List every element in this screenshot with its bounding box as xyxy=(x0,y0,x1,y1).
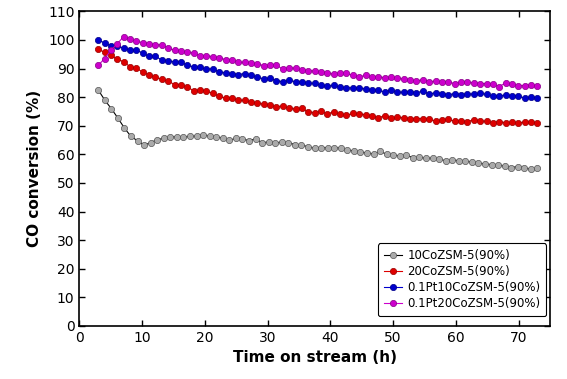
10CoZSM-5(90%) xyxy=(278,140,285,144)
0.1Pt10CoZSM-5(90%) xyxy=(471,92,477,97)
20CoZSM-5(90%) xyxy=(337,112,344,117)
Line: 0.1Pt20CoZSM-5(90%): 0.1Pt20CoZSM-5(90%) xyxy=(95,33,540,90)
0.1Pt10CoZSM-5(90%) xyxy=(152,54,159,59)
0.1Pt10CoZSM-5(90%) xyxy=(95,38,101,42)
0.1Pt10CoZSM-5(90%) xyxy=(337,85,344,89)
0.1Pt10CoZSM-5(90%) xyxy=(521,96,528,100)
20CoZSM-5(90%) xyxy=(464,119,471,124)
20CoZSM-5(90%) xyxy=(534,121,541,125)
10CoZSM-5(90%) xyxy=(193,134,200,138)
10CoZSM-5(90%) xyxy=(350,149,357,153)
10CoZSM-5(90%) xyxy=(344,148,351,152)
0.1Pt20CoZSM-5(90%) xyxy=(496,84,503,89)
0.1Pt10CoZSM-5(90%) xyxy=(197,65,204,70)
20CoZSM-5(90%) xyxy=(197,88,204,92)
Y-axis label: CO conversion (%): CO conversion (%) xyxy=(27,90,43,247)
0.1Pt20CoZSM-5(90%) xyxy=(235,60,242,64)
0.1Pt20CoZSM-5(90%) xyxy=(534,83,541,88)
20CoZSM-5(90%) xyxy=(471,117,477,122)
10CoZSM-5(90%) xyxy=(200,132,206,137)
0.1Pt20CoZSM-5(90%) xyxy=(286,66,293,70)
X-axis label: Time on stream (h): Time on stream (h) xyxy=(232,350,397,365)
0.1Pt20CoZSM-5(90%) xyxy=(120,34,127,39)
20CoZSM-5(90%) xyxy=(209,91,216,96)
0.1Pt20CoZSM-5(90%) xyxy=(477,81,484,86)
10CoZSM-5(90%) xyxy=(534,166,541,171)
20CoZSM-5(90%) xyxy=(229,96,235,100)
0.1Pt10CoZSM-5(90%) xyxy=(464,92,471,96)
0.1Pt20CoZSM-5(90%) xyxy=(203,53,210,58)
Legend: 10CoZSM-5(90%), 20CoZSM-5(90%), 0.1Pt10CoZSM-5(90%), 0.1Pt20CoZSM-5(90%): 10CoZSM-5(90%), 20CoZSM-5(90%), 0.1Pt10C… xyxy=(378,243,547,316)
0.1Pt10CoZSM-5(90%) xyxy=(534,96,541,100)
10CoZSM-5(90%) xyxy=(527,167,534,172)
0.1Pt20CoZSM-5(90%) xyxy=(343,71,350,75)
0.1Pt20CoZSM-5(90%) xyxy=(95,63,101,68)
10CoZSM-5(90%) xyxy=(95,88,101,92)
0.1Pt10CoZSM-5(90%) xyxy=(229,71,235,76)
Line: 10CoZSM-5(90%): 10CoZSM-5(90%) xyxy=(95,87,540,172)
10CoZSM-5(90%) xyxy=(488,163,495,167)
0.1Pt20CoZSM-5(90%) xyxy=(158,42,165,47)
Line: 0.1Pt10CoZSM-5(90%): 0.1Pt10CoZSM-5(90%) xyxy=(95,36,540,101)
20CoZSM-5(90%) xyxy=(95,47,101,52)
Line: 20CoZSM-5(90%): 20CoZSM-5(90%) xyxy=(95,46,540,126)
